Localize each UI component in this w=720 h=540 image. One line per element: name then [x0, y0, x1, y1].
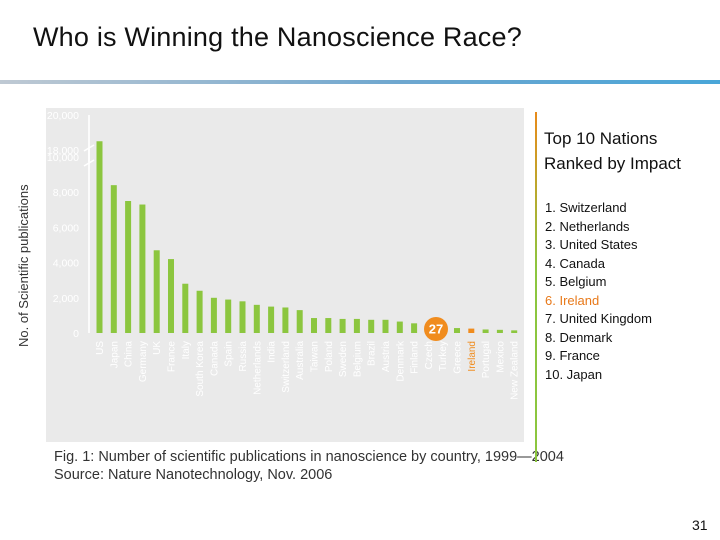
ranking-item: 5. Belgium	[545, 274, 607, 289]
x-tick-label: South Korea	[195, 341, 206, 397]
y-tick-label: 2,000	[53, 293, 79, 305]
y-tick-label: 10,000	[47, 152, 79, 164]
bar	[353, 318, 360, 333]
ranking-item: 8. Denmark	[545, 329, 613, 345]
side-divider	[535, 112, 537, 462]
x-tick-label: Czech	[424, 341, 435, 369]
bar	[368, 319, 375, 333]
bar	[496, 329, 503, 333]
x-tick-label: Ireland	[467, 341, 478, 372]
y-tick-label: 8,000	[53, 187, 79, 199]
x-tick-label: Russia	[238, 341, 249, 372]
bar	[311, 318, 317, 333]
bar	[196, 290, 203, 333]
y-tick-label: 18,000	[47, 145, 79, 157]
ranking-item: 6. Ireland	[545, 292, 600, 308]
bar	[454, 328, 460, 333]
x-tick-label: New Zealand	[510, 341, 521, 400]
ranking-item: 4. Canada	[545, 255, 605, 271]
bar	[468, 328, 475, 333]
chart-panel: 0 2,000 4,000 6,000 8,000 10,000 18,000 20,000 U…	[46, 108, 524, 442]
ranking-item: 10. Japan	[545, 366, 603, 382]
slide-title: Who is Winning the Nanoscience Race?	[33, 22, 522, 52]
title-divider	[0, 80, 720, 84]
y-axis-label: No. of Scientific publications	[16, 184, 31, 347]
ranking-title: Top 10 Nations Ranked by Impact	[544, 126, 681, 176]
bar	[511, 330, 518, 333]
bar	[239, 301, 246, 333]
ranking-title-line-2: Ranked by Impact	[544, 154, 682, 173]
bar	[296, 310, 303, 333]
bar	[396, 321, 403, 333]
ranking-item: 3. United States	[545, 237, 638, 252]
bar	[125, 201, 132, 333]
bar	[153, 250, 160, 333]
ranking-item: 1. Switzerland	[545, 200, 627, 215]
x-tick-label: China	[124, 341, 135, 368]
y-tick-label: 6,000	[53, 222, 79, 234]
bar	[96, 141, 103, 333]
x-tick-label: Italy	[181, 341, 192, 359]
figure-caption: Fig. 1: Number of scientific publication…	[54, 448, 564, 484]
x-tick-label: Japan	[109, 341, 120, 368]
y-tick-label: 4,000	[53, 258, 79, 270]
axis-break-mark	[83, 159, 95, 167]
x-tick-label: Australia	[295, 341, 306, 380]
axis-break-mark	[83, 144, 95, 152]
ranking-item: 2. Netherlands	[545, 218, 630, 234]
x-tick-label: US	[95, 341, 106, 355]
ranking-item: 7. United Kingdom	[545, 311, 652, 326]
caption-source: Source: Nature Nanotechnology, Nov. 2006	[54, 467, 333, 483]
bar	[182, 283, 189, 333]
x-tick-label: Switzerland	[281, 341, 292, 393]
bar	[225, 299, 232, 333]
bar	[382, 319, 389, 333]
x-tick-label: Portugal	[481, 341, 492, 378]
bar	[482, 329, 489, 333]
bar	[253, 304, 260, 333]
x-tick-label: France	[167, 341, 178, 373]
x-tick-label: Turkey	[438, 341, 449, 371]
x-tick-label: Brazil	[367, 341, 378, 366]
x-tick-label: Mexico	[495, 341, 506, 373]
x-tick-label: UK	[152, 341, 163, 355]
bar	[168, 259, 174, 333]
x-tick-label: Taiwan	[310, 341, 321, 372]
bar	[282, 307, 289, 333]
caption-line-1: Fig. 1: Number of scientific publication…	[54, 449, 564, 465]
rank-badge-pointer	[427, 329, 442, 340]
bar	[110, 185, 117, 333]
x-tick-label: Netherlands	[252, 341, 263, 395]
bar	[139, 204, 146, 333]
page-number: 31	[692, 517, 708, 533]
bar	[268, 306, 275, 333]
x-tick-label: India	[267, 341, 278, 363]
x-tick-label: Spain	[224, 341, 235, 367]
x-tick-label: Denmark	[395, 340, 406, 382]
bar	[339, 318, 346, 333]
x-tick-label: Canada	[209, 341, 220, 376]
ranking-list: 1. Switzerland 2. Netherlands 3. United …	[545, 199, 652, 384]
x-tick-label: Belgium	[352, 341, 363, 377]
bar	[411, 323, 418, 333]
ranking-item: 9. France	[545, 348, 600, 363]
bar	[325, 318, 332, 333]
bar	[210, 297, 217, 333]
ranking-title-line-1: Top 10 Nations	[544, 129, 658, 148]
ireland-rank-callout: 27	[424, 317, 448, 341]
rank-badge-value: 27	[429, 322, 443, 337]
x-tick-label: Germany	[138, 341, 149, 382]
y-tick-label: 20,000	[47, 110, 79, 122]
x-tick-label: Poland	[324, 341, 335, 372]
x-tick-label: Greece	[453, 341, 464, 374]
y-tick-label: 0	[73, 328, 79, 340]
x-tick-label: Sweden	[338, 341, 349, 377]
x-tick-label: Austria	[381, 341, 392, 373]
x-tick-label: Finland	[410, 341, 421, 374]
